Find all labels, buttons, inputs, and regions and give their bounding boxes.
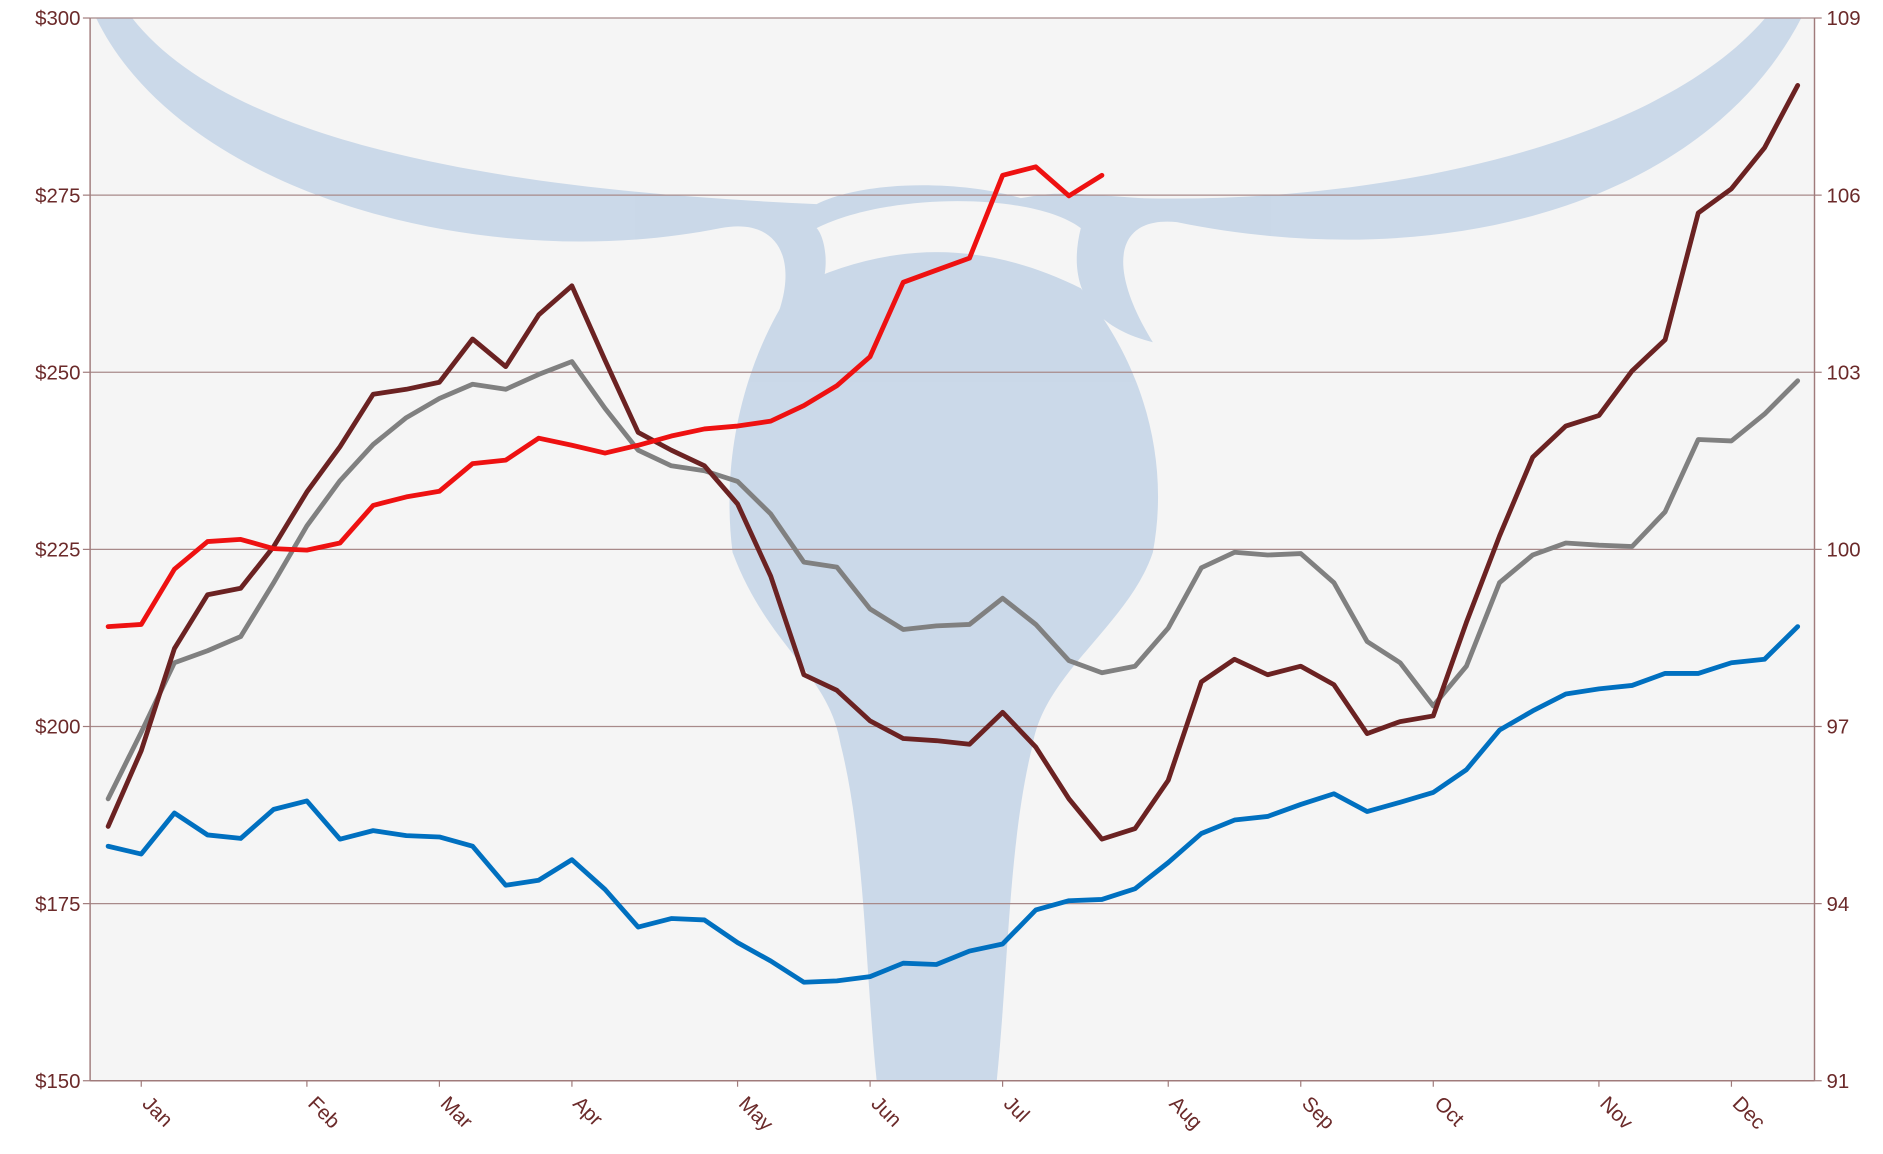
y2-tick-label: 97 bbox=[1827, 717, 1850, 739]
x-tick-label: Nov bbox=[1595, 1093, 1637, 1135]
series-line bbox=[105, 359, 1801, 802]
x-tick-label: Feb bbox=[303, 1093, 343, 1133]
y-tick-label: $200 bbox=[35, 717, 80, 739]
y-tick-label: $175 bbox=[35, 894, 80, 916]
x-tick-label: Oct bbox=[1430, 1093, 1468, 1131]
y2-tick-label: 109 bbox=[1827, 8, 1861, 30]
y2-tick-label: 106 bbox=[1827, 185, 1861, 207]
x-tick-label: Aug bbox=[1165, 1093, 1206, 1134]
y-tick-label: $225 bbox=[35, 540, 80, 562]
x-tick-label: Dec bbox=[1728, 1093, 1769, 1134]
y2-tick-label: 91 bbox=[1827, 1071, 1850, 1093]
series-group bbox=[105, 82, 1801, 985]
y2-tick-label: 100 bbox=[1827, 540, 1861, 562]
series-line bbox=[105, 624, 1801, 985]
x-tick-label: Apr bbox=[568, 1093, 606, 1131]
y-tick-label: $300 bbox=[35, 8, 80, 30]
series-line bbox=[105, 164, 1105, 629]
y-tick-label: $250 bbox=[35, 362, 80, 384]
x-tick-label: Jun bbox=[867, 1093, 906, 1132]
y2-tick-label: 94 bbox=[1827, 894, 1850, 916]
watermark bbox=[96, 18, 1802, 1081]
x-tick-label: May bbox=[734, 1093, 777, 1136]
y-tick-label: $150 bbox=[35, 1071, 80, 1093]
x-tick-label: Jul bbox=[999, 1093, 1033, 1127]
series-line bbox=[105, 82, 1801, 842]
x-tick-label: Jan bbox=[138, 1093, 177, 1132]
y-tick-label: $275 bbox=[35, 185, 80, 207]
x-tick-label: Sep bbox=[1297, 1093, 1338, 1134]
x-tick-label: Mar bbox=[436, 1093, 477, 1134]
y2-tick-label: 103 bbox=[1827, 362, 1861, 384]
